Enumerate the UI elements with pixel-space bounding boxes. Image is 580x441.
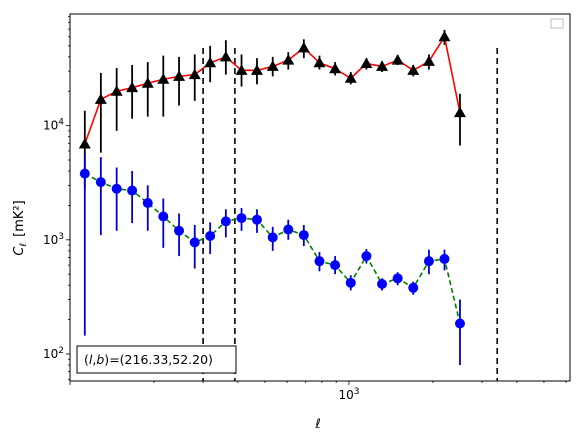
point-1-23 — [439, 253, 450, 264]
point-1-8 — [205, 230, 216, 241]
point-0-19 — [376, 60, 389, 71]
point-0-14 — [297, 41, 310, 53]
point-0-15 — [313, 56, 326, 68]
point-0-2 — [110, 85, 123, 96]
point-1-20 — [392, 273, 403, 284]
point-1-15 — [314, 256, 325, 267]
point-0-5 — [157, 73, 170, 84]
axes-frame — [69, 13, 571, 382]
y-tick-label-100: 102 — [43, 346, 64, 361]
point-0-10 — [235, 64, 248, 75]
point-0-12 — [266, 60, 279, 71]
point-1-10 — [236, 213, 247, 224]
point-0-17 — [344, 72, 357, 83]
point-1-11 — [251, 214, 262, 225]
plot-area — [78, 29, 499, 381]
point-1-21 — [408, 282, 419, 293]
point-0-22 — [422, 55, 435, 66]
point-0-9 — [219, 50, 232, 62]
y-tick-label-10000: 104 — [43, 118, 64, 133]
series-1 — [79, 154, 465, 366]
legend-box — [550, 18, 564, 29]
svg-text:(l,b)=(216.33,52.20): (l,b)=(216.33,52.20) — [84, 352, 213, 367]
point-1-16 — [330, 260, 341, 271]
point-1-4 — [142, 198, 153, 209]
x-tick-label-1000: 103 — [338, 387, 359, 402]
x-axis-label: ℓ — [314, 417, 320, 432]
point-1-1 — [95, 177, 106, 188]
point-1-5 — [158, 211, 169, 222]
point-0-16 — [329, 62, 342, 74]
point-0-8 — [204, 56, 217, 68]
point-0-6 — [173, 70, 186, 81]
point-1-7 — [189, 237, 200, 248]
point-0-3 — [126, 81, 139, 93]
y-tick-label-1000: 103 — [43, 232, 64, 247]
point-1-19 — [377, 279, 388, 290]
point-1-2 — [111, 183, 122, 194]
point-0-18 — [360, 57, 373, 69]
y-axis-label: Cℓ[mK²] — [12, 200, 29, 255]
point-1-3 — [127, 185, 138, 196]
point-1-24 — [454, 318, 465, 329]
point-0-0 — [78, 138, 91, 149]
coordinates-annotation: (l,b)=(216.33,52.20) — [76, 345, 237, 374]
point-0-4 — [141, 77, 154, 88]
point-0-13 — [282, 54, 295, 65]
point-0-11 — [250, 64, 263, 75]
point-1-17 — [345, 277, 356, 288]
point-1-18 — [361, 251, 372, 262]
point-1-13 — [283, 224, 294, 235]
point-0-20 — [391, 54, 404, 65]
point-0-23 — [438, 30, 451, 42]
point-0-21 — [407, 64, 420, 75]
series-0 — [78, 29, 466, 189]
point-1-12 — [267, 232, 278, 243]
axis-ticks — [66, 16, 567, 385]
point-1-9 — [220, 216, 231, 227]
point-0-1 — [94, 93, 107, 104]
point-1-14 — [298, 230, 309, 241]
point-0-24 — [453, 106, 466, 118]
point-1-0 — [79, 168, 90, 179]
point-1-6 — [174, 225, 185, 236]
point-1-22 — [423, 256, 434, 267]
point-0-7 — [188, 68, 201, 80]
